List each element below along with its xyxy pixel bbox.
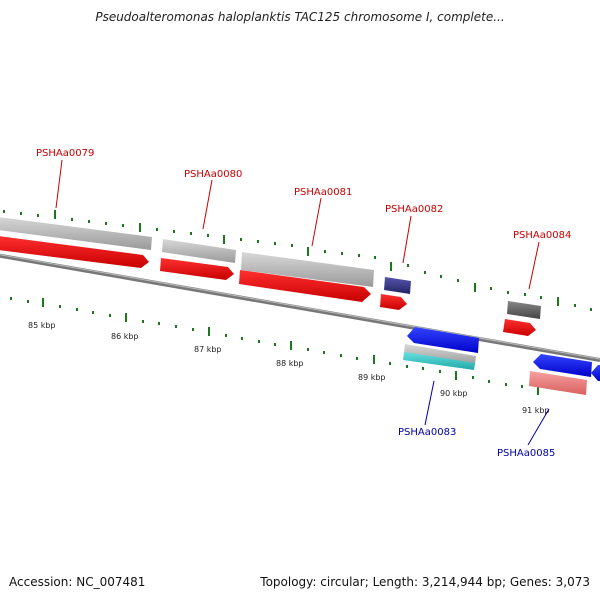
gene-label-PSHAa0085[interactable]: PSHAa0085 xyxy=(497,448,555,459)
cds-arrow-PSHAa0084[interactable] xyxy=(503,319,536,336)
feature-PSHAa0083-cyan[interactable] xyxy=(403,352,475,370)
leader-PSHAa0079 xyxy=(55,159,63,209)
cds-arrow-partial-right[interactable] xyxy=(591,365,600,381)
kbp-label-87: 87 kbp xyxy=(194,345,222,354)
cds-arrow-PSHAa0082[interactable] xyxy=(380,294,407,310)
other-features xyxy=(384,277,587,395)
feature-PSHAa0082-purple[interactable] xyxy=(384,277,411,294)
accession-value: NC_007481 xyxy=(76,575,146,589)
leader-PSHAa0083 xyxy=(424,380,435,426)
gene-bar-PSHAa0079[interactable] xyxy=(0,216,152,250)
kbp-label-88: 88 kbp xyxy=(276,359,304,368)
forward-tick-row xyxy=(3,210,592,311)
reverse-tick-row xyxy=(10,297,539,395)
gene-label-PSHAa0079[interactable]: PSHAa0079 xyxy=(36,148,94,159)
accession-label: Accession: xyxy=(9,575,73,589)
accession-info: Accession: NC_007481 xyxy=(9,575,145,589)
gene-bar-PSHAa0083-reverse[interactable] xyxy=(404,344,476,365)
cds-arrow-PSHAa0085[interactable] xyxy=(533,354,592,377)
feature-PSHAa0085-pink[interactable] xyxy=(529,371,587,395)
kbp-label-90: 90 kbp xyxy=(440,389,468,398)
label-leader-lines xyxy=(55,159,550,446)
leader-PSHAa0080 xyxy=(202,179,213,230)
kbp-label-89: 89 kbp xyxy=(358,373,386,382)
chromosome-backbone-highlight xyxy=(0,254,600,360)
gene-label-PSHAa0080[interactable]: PSHAa0080 xyxy=(184,169,242,180)
gene-bar-PSHAa0081[interactable] xyxy=(241,252,374,287)
cds-arrow-PSHAa0079[interactable] xyxy=(0,235,149,268)
kbp-label-86: 86 kbp xyxy=(111,332,139,341)
leader-PSHAa0081 xyxy=(311,197,322,247)
genes-value: 3,073 xyxy=(555,575,590,589)
gene-label-PSHAa0081[interactable]: PSHAa0081 xyxy=(294,187,352,198)
length-value: 3,214,944 bp xyxy=(421,575,502,589)
chromosome-backbone xyxy=(0,253,600,362)
topology-value: circular xyxy=(320,575,365,589)
cds-arrow-PSHAa0081[interactable] xyxy=(239,270,371,302)
forward-cds-arrows xyxy=(0,235,536,336)
genes-label: Genes: xyxy=(509,575,552,589)
kbp-label-91: 91 kbp xyxy=(522,406,550,415)
feature-PSHAa0084-dark[interactable] xyxy=(507,301,541,319)
cds-arrow-PSHAa0080[interactable] xyxy=(160,258,234,280)
leader-PSHAa0085 xyxy=(527,408,550,446)
leader-PSHAa0084 xyxy=(528,241,540,290)
gene-label-PSHAa0084[interactable]: PSHAa0084 xyxy=(513,230,571,241)
cds-arrow-PSHAa0083[interactable] xyxy=(407,327,479,353)
kbp-axis-labels: 85 kbp 86 kbp 87 kbp 88 kbp 89 kbp 90 kb… xyxy=(28,321,550,415)
leader-PSHAa0082 xyxy=(402,215,412,264)
gene-bars xyxy=(0,216,476,365)
map-title: Pseudoalteromonas haloplanktis TAC125 ch… xyxy=(95,10,505,24)
gene-label-PSHAa0082[interactable]: PSHAa0082 xyxy=(385,204,443,215)
genome-summary: Topology: circular; Length: 3,214,944 bp… xyxy=(260,575,590,589)
gene-labels: PSHAa0079 PSHAa0080 PSHAa0081 PSHAa0082 … xyxy=(36,148,571,459)
topology-label: Topology: xyxy=(260,575,317,589)
gene-label-PSHAa0083[interactable]: PSHAa0083 xyxy=(398,427,456,438)
reverse-cds-arrows xyxy=(407,327,600,381)
kbp-label-85: 85 kbp xyxy=(28,321,56,330)
length-label: Length: xyxy=(372,575,419,589)
gene-bar-PSHAa0080[interactable] xyxy=(162,239,236,263)
